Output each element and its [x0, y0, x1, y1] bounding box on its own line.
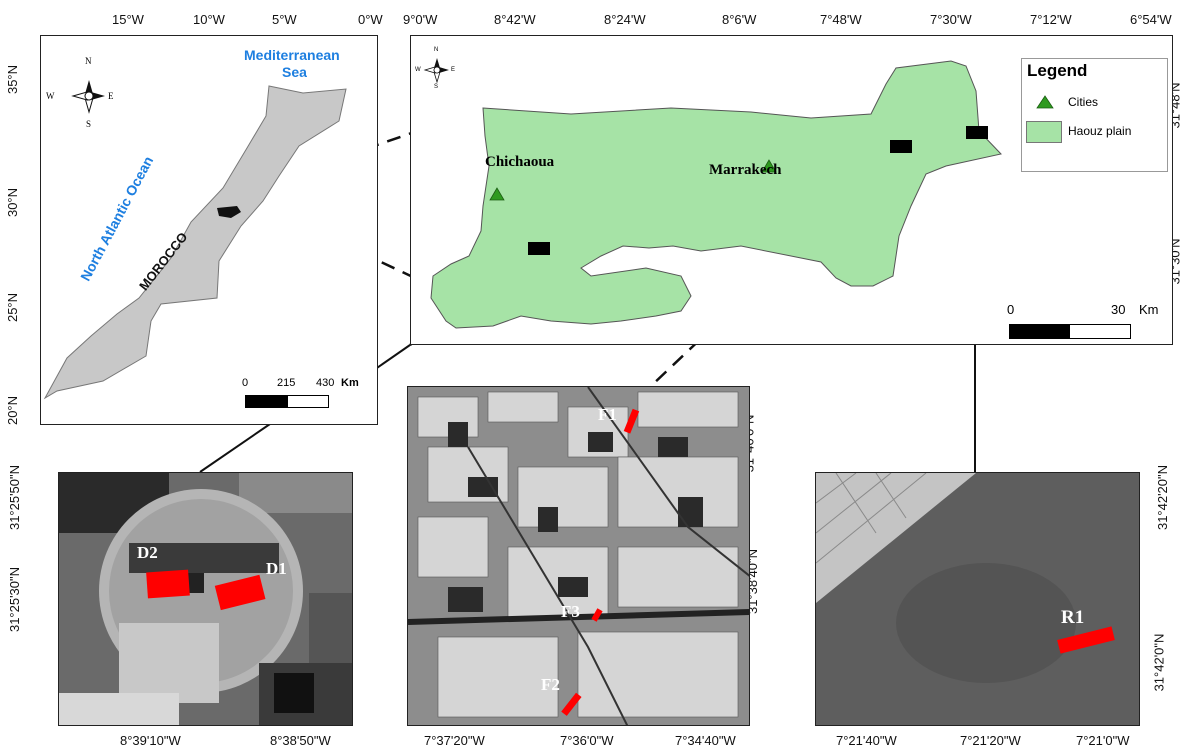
field-f1-marker	[623, 408, 640, 434]
site-r-bottom-tick: 7°21'20"W	[960, 733, 1021, 748]
legend-title: Legend	[1027, 61, 1088, 80]
field-f3-marker	[591, 608, 603, 622]
field-r1-marker	[1057, 626, 1115, 654]
east-label: E	[108, 91, 114, 101]
north-arrow-icon	[71, 80, 105, 114]
haouz-top-tick: 6°54'W	[1130, 12, 1172, 27]
haouz-top-tick: 8°24'W	[604, 12, 646, 27]
plain-legend-swatch	[1026, 121, 1062, 143]
site-d-left-tick: 31°25'30"N	[7, 566, 23, 633]
haouz-scale-unit: Km	[1139, 302, 1159, 317]
site-marker	[890, 140, 912, 153]
overview-top-tick: 10°W	[193, 12, 225, 27]
haouz-scale-bar-white	[1069, 324, 1131, 339]
legend-item-plain: Haouz plain	[1068, 124, 1132, 138]
study-area-mark	[217, 206, 241, 218]
site-f-bottom-tick: 7°37'20"W	[424, 733, 485, 748]
site-r-bottom-tick: 7°21'40"W	[836, 733, 897, 748]
city-marker-icon	[489, 187, 505, 201]
haouz-scale-bar-black	[1009, 324, 1071, 339]
site-f-imagery	[408, 387, 749, 725]
west-label: W	[415, 67, 421, 73]
field-d1-marker	[214, 574, 266, 611]
overview-left-tick: 30°N	[5, 187, 21, 218]
field-label-d2: D2	[137, 543, 158, 562]
haouz-scale-label: 30	[1111, 302, 1126, 317]
haouz-top-tick: 7°30'W	[930, 12, 972, 27]
haouz-plain-map	[430, 60, 1002, 329]
site-r-bottom-tick: 7°21'0"W	[1076, 733, 1130, 748]
site-f-image: F1 F3 F2	[407, 386, 750, 726]
field-label-f1: F1	[598, 405, 617, 424]
haouz-top-tick: 7°12'W	[1030, 12, 1072, 27]
city-marker-icon	[761, 159, 777, 173]
site-d-left-tick: 31°25'50"N	[7, 464, 23, 531]
overview-top-tick: 0°W	[358, 12, 383, 27]
overview-left-tick: 35°N	[5, 64, 21, 95]
site-d-bottom-tick: 8°38'50"W	[270, 733, 331, 748]
legend-box: Legend Cities Haouz plain	[1021, 58, 1168, 172]
haouz-top-tick: 7°48'W	[820, 12, 862, 27]
haouz-plain-shape	[430, 60, 1002, 329]
haouz-top-tick: 8°42'W	[494, 12, 536, 27]
site-f-bottom-tick: 7°36'0"W	[560, 733, 614, 748]
morocco-map	[43, 85, 347, 400]
north-arrow-icon	[423, 58, 449, 84]
city-legend-icon	[1036, 95, 1054, 109]
north-label: N	[434, 47, 439, 53]
legend-item-cities: Cities	[1068, 95, 1099, 109]
overview-scale-unit: Km	[341, 377, 359, 389]
field-label-f3: F3	[561, 602, 580, 621]
field-d2-marker	[146, 569, 190, 599]
overview-scale-label: 430	[316, 377, 335, 389]
site-f-bottom-tick: 7°34'40"W	[675, 733, 736, 748]
site-r-image: R1	[815, 472, 1140, 726]
site-marker	[528, 242, 550, 255]
morocco-shape	[43, 85, 347, 400]
overview-map-frame: N S W E Mediterranean Sea North Atlantic…	[40, 35, 378, 425]
site-r-imagery	[816, 473, 1139, 725]
haouz-top-tick: 8°6'W	[722, 12, 757, 27]
site-d-bottom-tick: 8°39'10"W	[120, 733, 181, 748]
overview-scale-bar-white	[287, 395, 329, 408]
site-d-imagery	[59, 473, 352, 725]
site-r-right-tick: 31°42'20"N	[1155, 464, 1171, 531]
south-label: S	[86, 119, 92, 129]
overview-scale-label: 0	[242, 377, 249, 389]
sea-label-line2: Sea	[282, 64, 307, 80]
field-label-d1: D1	[266, 559, 287, 578]
haouz-map-frame: N S W E Chichaoua Marrakech Legend Citie…	[410, 35, 1173, 345]
haouz-top-tick: 9°0'W	[403, 12, 438, 27]
overview-top-tick: 5°W	[272, 12, 297, 27]
sea-label-line1: Mediterranean	[244, 47, 340, 63]
overview-left-tick: 20°N	[5, 395, 21, 426]
overview-scale-label: 215	[277, 377, 296, 389]
field-label-f2: F2	[541, 675, 560, 694]
city-label-chichaoua: Chichaoua	[485, 154, 555, 170]
site-marker	[966, 126, 988, 139]
west-label: W	[46, 91, 55, 101]
overview-left-tick: 25°N	[5, 292, 21, 323]
overview-top-tick: 15°W	[112, 12, 144, 27]
field-label-r1: R1	[1061, 607, 1085, 628]
north-label: N	[85, 56, 92, 66]
site-r-right-tick: 31°42'0"N	[1151, 633, 1167, 692]
city-label-marrakech: Marrakech	[709, 162, 782, 178]
haouz-scale-label: 0	[1007, 302, 1015, 317]
site-d-image: D2 D1	[58, 472, 353, 726]
east-label: E	[451, 67, 456, 73]
south-label: S	[434, 84, 439, 90]
field-f2-marker	[561, 692, 582, 716]
overview-scale-bar-black	[245, 395, 289, 408]
